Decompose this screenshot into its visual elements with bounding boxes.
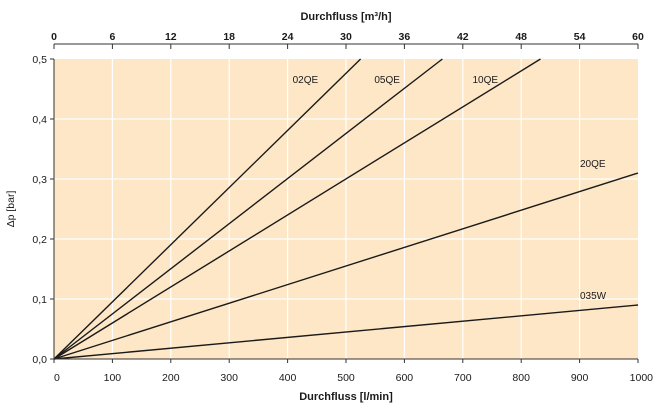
top-axis-tick-label: 6 xyxy=(109,31,115,43)
y-axis-tick-label: 0,3 xyxy=(32,174,47,186)
top-axis-tick-label: 24 xyxy=(282,31,294,43)
y-axis-tick-label: 0,1 xyxy=(32,294,47,306)
bottom-axis-tick-label: 300 xyxy=(220,372,238,384)
bottom-axis-tick-label: 200 xyxy=(162,372,180,384)
y-axis-tick-label: 0,4 xyxy=(32,114,47,126)
series-line-035w xyxy=(53,304,639,360)
series-label-05qe: 05QE xyxy=(374,75,400,86)
bottom-axis-tick-label: 700 xyxy=(454,372,472,384)
top-axis-title: Durchfluss [m³/h] xyxy=(300,11,391,23)
series-labels: 02QE 05QE 10QE 20QE 035W xyxy=(293,75,607,302)
top-axis-tick-label: 30 xyxy=(340,31,352,43)
bottom-axis-title: Durchfluss [l/min] xyxy=(299,391,393,403)
bottom-axis-tick-label: 1000 xyxy=(630,372,654,384)
top-axis-tick-label: 18 xyxy=(223,31,235,43)
series-line-10qe xyxy=(53,58,541,360)
grid xyxy=(54,59,638,359)
series-line-02qe xyxy=(53,58,362,360)
series-label-20qe: 20QE xyxy=(580,159,606,170)
bottom-axis-tick-label: 600 xyxy=(396,372,414,384)
y-axis-title: Δp [bar] xyxy=(5,191,17,228)
bottom-axis-tick-label: 800 xyxy=(512,372,530,384)
top-axis-tick-label: 54 xyxy=(574,31,586,43)
bottom-axis-tick-label: 500 xyxy=(337,372,355,384)
top-axis-tick-label: 36 xyxy=(399,31,411,43)
series-lines xyxy=(53,58,639,360)
series-line-20qe xyxy=(53,172,639,360)
top-axis-tick-label: 42 xyxy=(457,31,469,43)
top-axis-tick-label: 12 xyxy=(165,31,177,43)
y-axis-tick-label: 0,2 xyxy=(32,234,47,246)
bottom-axis-tick-label: 400 xyxy=(279,372,297,384)
series-label-035w: 035W xyxy=(580,291,607,302)
y-axis-tick-label: 0,0 xyxy=(32,354,47,366)
series-label-10qe: 10QE xyxy=(472,75,498,86)
top-axis-ticks: 0 6 12 18 24 30 36 42 48 54 60 xyxy=(51,31,644,49)
bottom-axis-tick-label: 100 xyxy=(104,372,122,384)
y-axis-ticks: 0,0 0,1 0,2 0,3 0,4 0,5 xyxy=(32,54,54,366)
y-axis-tick-label: 0,5 xyxy=(32,54,47,66)
top-axis-tick-label: 60 xyxy=(632,31,644,43)
bottom-axis-tick-label: 0 xyxy=(54,372,60,384)
bottom-axis-ticks: 0 100 200 300 400 500 600 700 800 900 1000 xyxy=(53,359,654,384)
top-axis-tick-label: 0 xyxy=(51,31,57,43)
top-axis-tick-label: 48 xyxy=(515,31,527,43)
bottom-axis-tick-label: 900 xyxy=(571,372,589,384)
series-line-05qe xyxy=(53,58,443,360)
series-label-02qe: 02QE xyxy=(293,75,319,86)
